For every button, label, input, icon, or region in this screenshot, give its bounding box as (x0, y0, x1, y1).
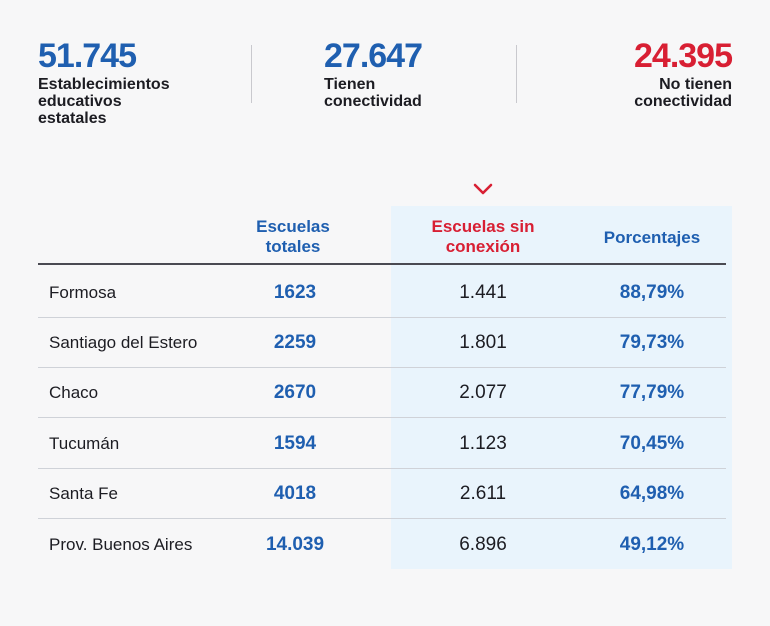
percentage: 64,98% (619, 483, 685, 504)
table-row: Tucumán 1594 1.123 70,45% (38, 419, 726, 469)
schools-without-connection: 1.441 (459, 282, 507, 303)
row-divider (38, 367, 726, 368)
province-name: Chaco (49, 383, 99, 402)
stat-value: 51.745 (38, 37, 137, 75)
schools-without-connection: 6.896 (459, 534, 507, 555)
highlight-column-background (391, 206, 732, 569)
schools-without-connection: 1.123 (459, 433, 507, 454)
percentage: 49,12% (619, 534, 685, 555)
stat-establecimientos: 51.745 Establecimientos educativos estat… (38, 36, 170, 127)
percentage: 79,73% (619, 332, 685, 353)
row-divider (38, 417, 726, 418)
stat-label-line: conectividad (634, 93, 732, 110)
table-row: Santa Fe 4018 2.611 64,98% (38, 469, 726, 519)
percentage: 88,79% (619, 282, 685, 303)
province-name: Santiago del Estero (49, 333, 198, 352)
header-divider (38, 263, 726, 265)
table-row: Prov. Buenos Aires 14.039 6.896 49,12% (38, 520, 726, 570)
row-divider (38, 317, 726, 318)
stat-label-line: estatales (38, 110, 107, 127)
total-schools: 1594 (273, 433, 317, 454)
stat-label-line: Establecimientos (38, 76, 170, 93)
table-row: Santiago del Estero 2259 1.801 79,73% (38, 318, 726, 368)
row-divider (38, 468, 726, 469)
stat-label-line: Tienen (324, 76, 376, 93)
column-header-porcentajes: Porcentajes (603, 228, 701, 247)
stat-label-line: educativos (38, 93, 122, 110)
total-schools: 2259 (273, 332, 317, 353)
column-header-escuelas-sin-conexion: Escuelas sin conexión (408, 217, 558, 257)
stat-divider (516, 45, 517, 103)
schools-without-connection: 2.611 (459, 483, 507, 504)
schools-without-connection: 1.801 (459, 332, 507, 353)
table-row: Formosa 1623 1.441 88,79% (38, 268, 726, 318)
header-line: totales (265, 237, 321, 256)
total-schools: 1623 (273, 282, 317, 303)
stat-divider (251, 45, 252, 103)
stat-value: 27.647 (324, 37, 423, 75)
percentage: 70,45% (619, 433, 685, 454)
header-line: Escuelas (256, 217, 330, 236)
stat-label-line: No tienen (659, 76, 732, 93)
stat-sin-conectividad: 24.395 No tienen conectividad (634, 36, 733, 110)
stats-summary: 51.745 Establecimientos educativos estat… (0, 0, 770, 140)
percentage: 77,79% (619, 382, 685, 403)
row-divider (38, 518, 726, 519)
province-name: Tucumán (49, 434, 120, 453)
stat-value: 24.395 (634, 37, 733, 75)
schools-without-connection: 2.077 (459, 382, 507, 403)
province-name: Formosa (49, 283, 117, 302)
table-row: Chaco 2670 2.077 77,79% (38, 368, 726, 418)
province-name: Santa Fe (49, 484, 118, 503)
header-line: Escuelas sin (431, 217, 535, 236)
total-schools: 4018 (273, 483, 317, 504)
header-line: conexión (445, 237, 521, 256)
province-name: Prov. Buenos Aires (49, 535, 193, 554)
chevron-down-icon (473, 183, 493, 195)
column-header-escuelas-totales: Escuelas totales (232, 217, 354, 257)
total-schools: 2670 (273, 382, 317, 403)
stat-label-line: conectividad (324, 93, 422, 110)
stat-con-conectividad: 27.647 Tienen conectividad (324, 36, 423, 110)
total-schools: 14.039 (265, 534, 325, 555)
